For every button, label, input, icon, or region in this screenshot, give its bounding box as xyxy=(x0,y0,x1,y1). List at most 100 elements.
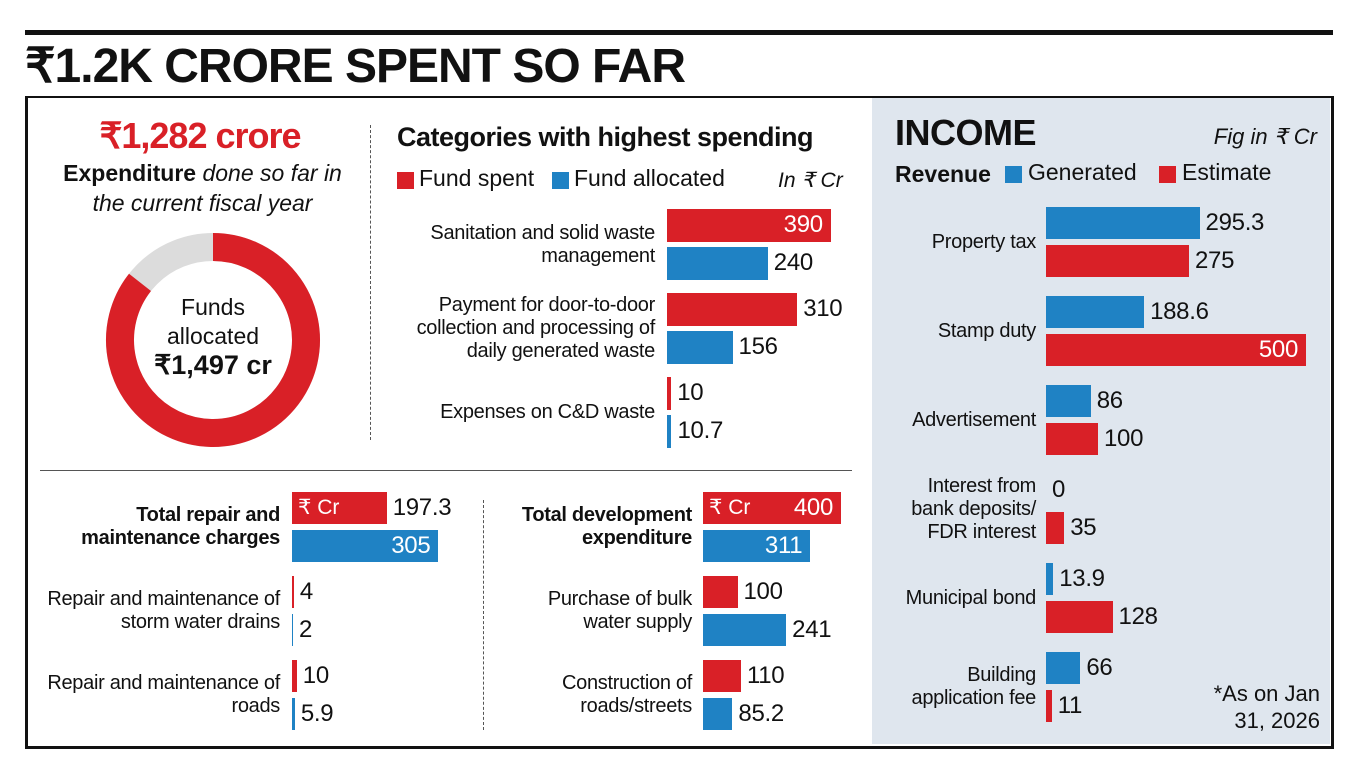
legend-label: Fund allocated xyxy=(574,165,725,191)
income-panel xyxy=(872,98,1330,744)
value-label: 240 xyxy=(773,249,813,276)
value-label: 500 xyxy=(1258,336,1298,363)
bar xyxy=(1046,652,1081,684)
bar xyxy=(703,492,841,524)
value-label: 188.6 xyxy=(1150,298,1209,325)
legend-swatch xyxy=(1159,166,1176,183)
bar xyxy=(1046,423,1098,455)
category-label: Stamp duty xyxy=(937,319,1036,342)
category-label: Expenses on C&D waste xyxy=(440,401,655,423)
bar xyxy=(292,698,295,730)
center-value: ₹1,497 cr xyxy=(154,350,272,380)
bar xyxy=(292,660,297,692)
value-label: 85.2 xyxy=(738,700,784,727)
value-label: 66 xyxy=(1086,654,1113,681)
bar xyxy=(1046,207,1200,239)
value-label: 390 xyxy=(783,211,823,238)
bar xyxy=(1046,385,1091,417)
bar xyxy=(1046,601,1113,633)
category-label: Interest from bank deposits/ FDR interes… xyxy=(911,474,1036,543)
value-label: 110 xyxy=(746,662,785,689)
bar xyxy=(1046,690,1052,722)
bar xyxy=(703,660,741,692)
bar xyxy=(703,698,733,730)
value-label: 305 xyxy=(391,532,431,559)
category-label: Advertisement xyxy=(912,408,1036,431)
unit-label: In ₹ Cr xyxy=(778,169,843,192)
category-label: Payment for door-to-door collection and … xyxy=(416,294,656,362)
bar xyxy=(703,576,738,608)
value-label: 310 xyxy=(803,295,843,322)
bar xyxy=(667,331,733,364)
legend-swatch xyxy=(1005,166,1022,183)
legend-label: Generated xyxy=(1028,159,1137,185)
bar xyxy=(667,209,831,242)
value-label: 197.3 xyxy=(392,494,452,521)
value-label: 0 xyxy=(1052,476,1066,503)
value-label: 275 xyxy=(1195,247,1235,274)
note: *As on Jan 31, 2026 xyxy=(1213,681,1320,733)
frame xyxy=(25,96,1334,749)
bar xyxy=(292,576,294,608)
bar xyxy=(292,614,293,646)
category-label: Building application fee xyxy=(911,664,1037,709)
category-label: Total repair and maintenance charges xyxy=(81,504,280,549)
divider xyxy=(483,500,484,730)
value-label: 10 xyxy=(302,662,329,689)
unit-label: ₹ Cr xyxy=(298,496,340,519)
subtitle-text: done so far in the current fiscal year xyxy=(92,160,342,216)
bar xyxy=(703,614,787,646)
legend-title: Revenue xyxy=(895,161,991,187)
legend-swatch xyxy=(397,172,414,189)
chart-title: INCOME xyxy=(895,112,1037,153)
center-label: Funds allocated xyxy=(166,294,260,349)
donut-segment xyxy=(106,233,320,447)
bar xyxy=(1046,245,1189,277)
top-rule xyxy=(25,30,1333,35)
value-label: 128 xyxy=(1118,603,1158,630)
bar xyxy=(1046,563,1054,595)
donut xyxy=(106,233,320,447)
value-label: 100 xyxy=(743,578,783,605)
legend-label: Estimate xyxy=(1182,159,1272,185)
bar xyxy=(1046,296,1145,328)
value-label: 156 xyxy=(738,333,778,360)
legend-swatch xyxy=(552,172,569,189)
bar xyxy=(292,492,387,524)
bar xyxy=(1046,512,1065,544)
value-label: 10.7 xyxy=(677,417,723,444)
category-label: Total development expenditure xyxy=(521,504,692,549)
value-label: 5.9 xyxy=(300,700,334,727)
headline: ₹1,282 crore xyxy=(99,115,301,156)
unit-label: Fig in ₹ Cr xyxy=(1213,124,1317,149)
value-label: 35 xyxy=(1070,514,1097,541)
value-label: 11 xyxy=(1057,692,1083,719)
bar xyxy=(667,247,768,280)
bar xyxy=(703,530,811,562)
divider xyxy=(40,470,852,471)
value-label: 4 xyxy=(299,578,313,605)
category-label: Property tax xyxy=(931,230,1037,253)
subtitle: Expenditure done so far in the current f… xyxy=(55,158,350,218)
bar xyxy=(667,415,672,448)
category-label: Sanitation and solid waste management xyxy=(430,221,655,267)
value-label: 295.3 xyxy=(1205,209,1265,236)
bar xyxy=(292,530,439,562)
page-title: ₹1.2K CRORE SPENT SO FAR xyxy=(25,40,686,93)
category-label: Repair and maintenance of storm water dr… xyxy=(47,588,280,633)
value-label: 400 xyxy=(793,494,833,521)
category-label: Municipal bond xyxy=(905,586,1037,609)
value-label: 13.9 xyxy=(1059,565,1105,592)
value-label: 311 xyxy=(764,532,803,559)
category-label: Purchase of bulk water supply xyxy=(547,588,692,633)
value-label: 100 xyxy=(1104,425,1144,452)
divider xyxy=(370,125,371,440)
subtitle-bold: Expenditure xyxy=(63,160,197,186)
category-label: Construction of roads/streets xyxy=(561,672,692,717)
category-label: Repair and maintenance of roads xyxy=(47,672,280,717)
bar xyxy=(1046,334,1306,366)
value-label: 86 xyxy=(1096,387,1123,414)
value-label: 241 xyxy=(792,616,832,643)
unit-label: ₹ Cr xyxy=(709,496,751,519)
